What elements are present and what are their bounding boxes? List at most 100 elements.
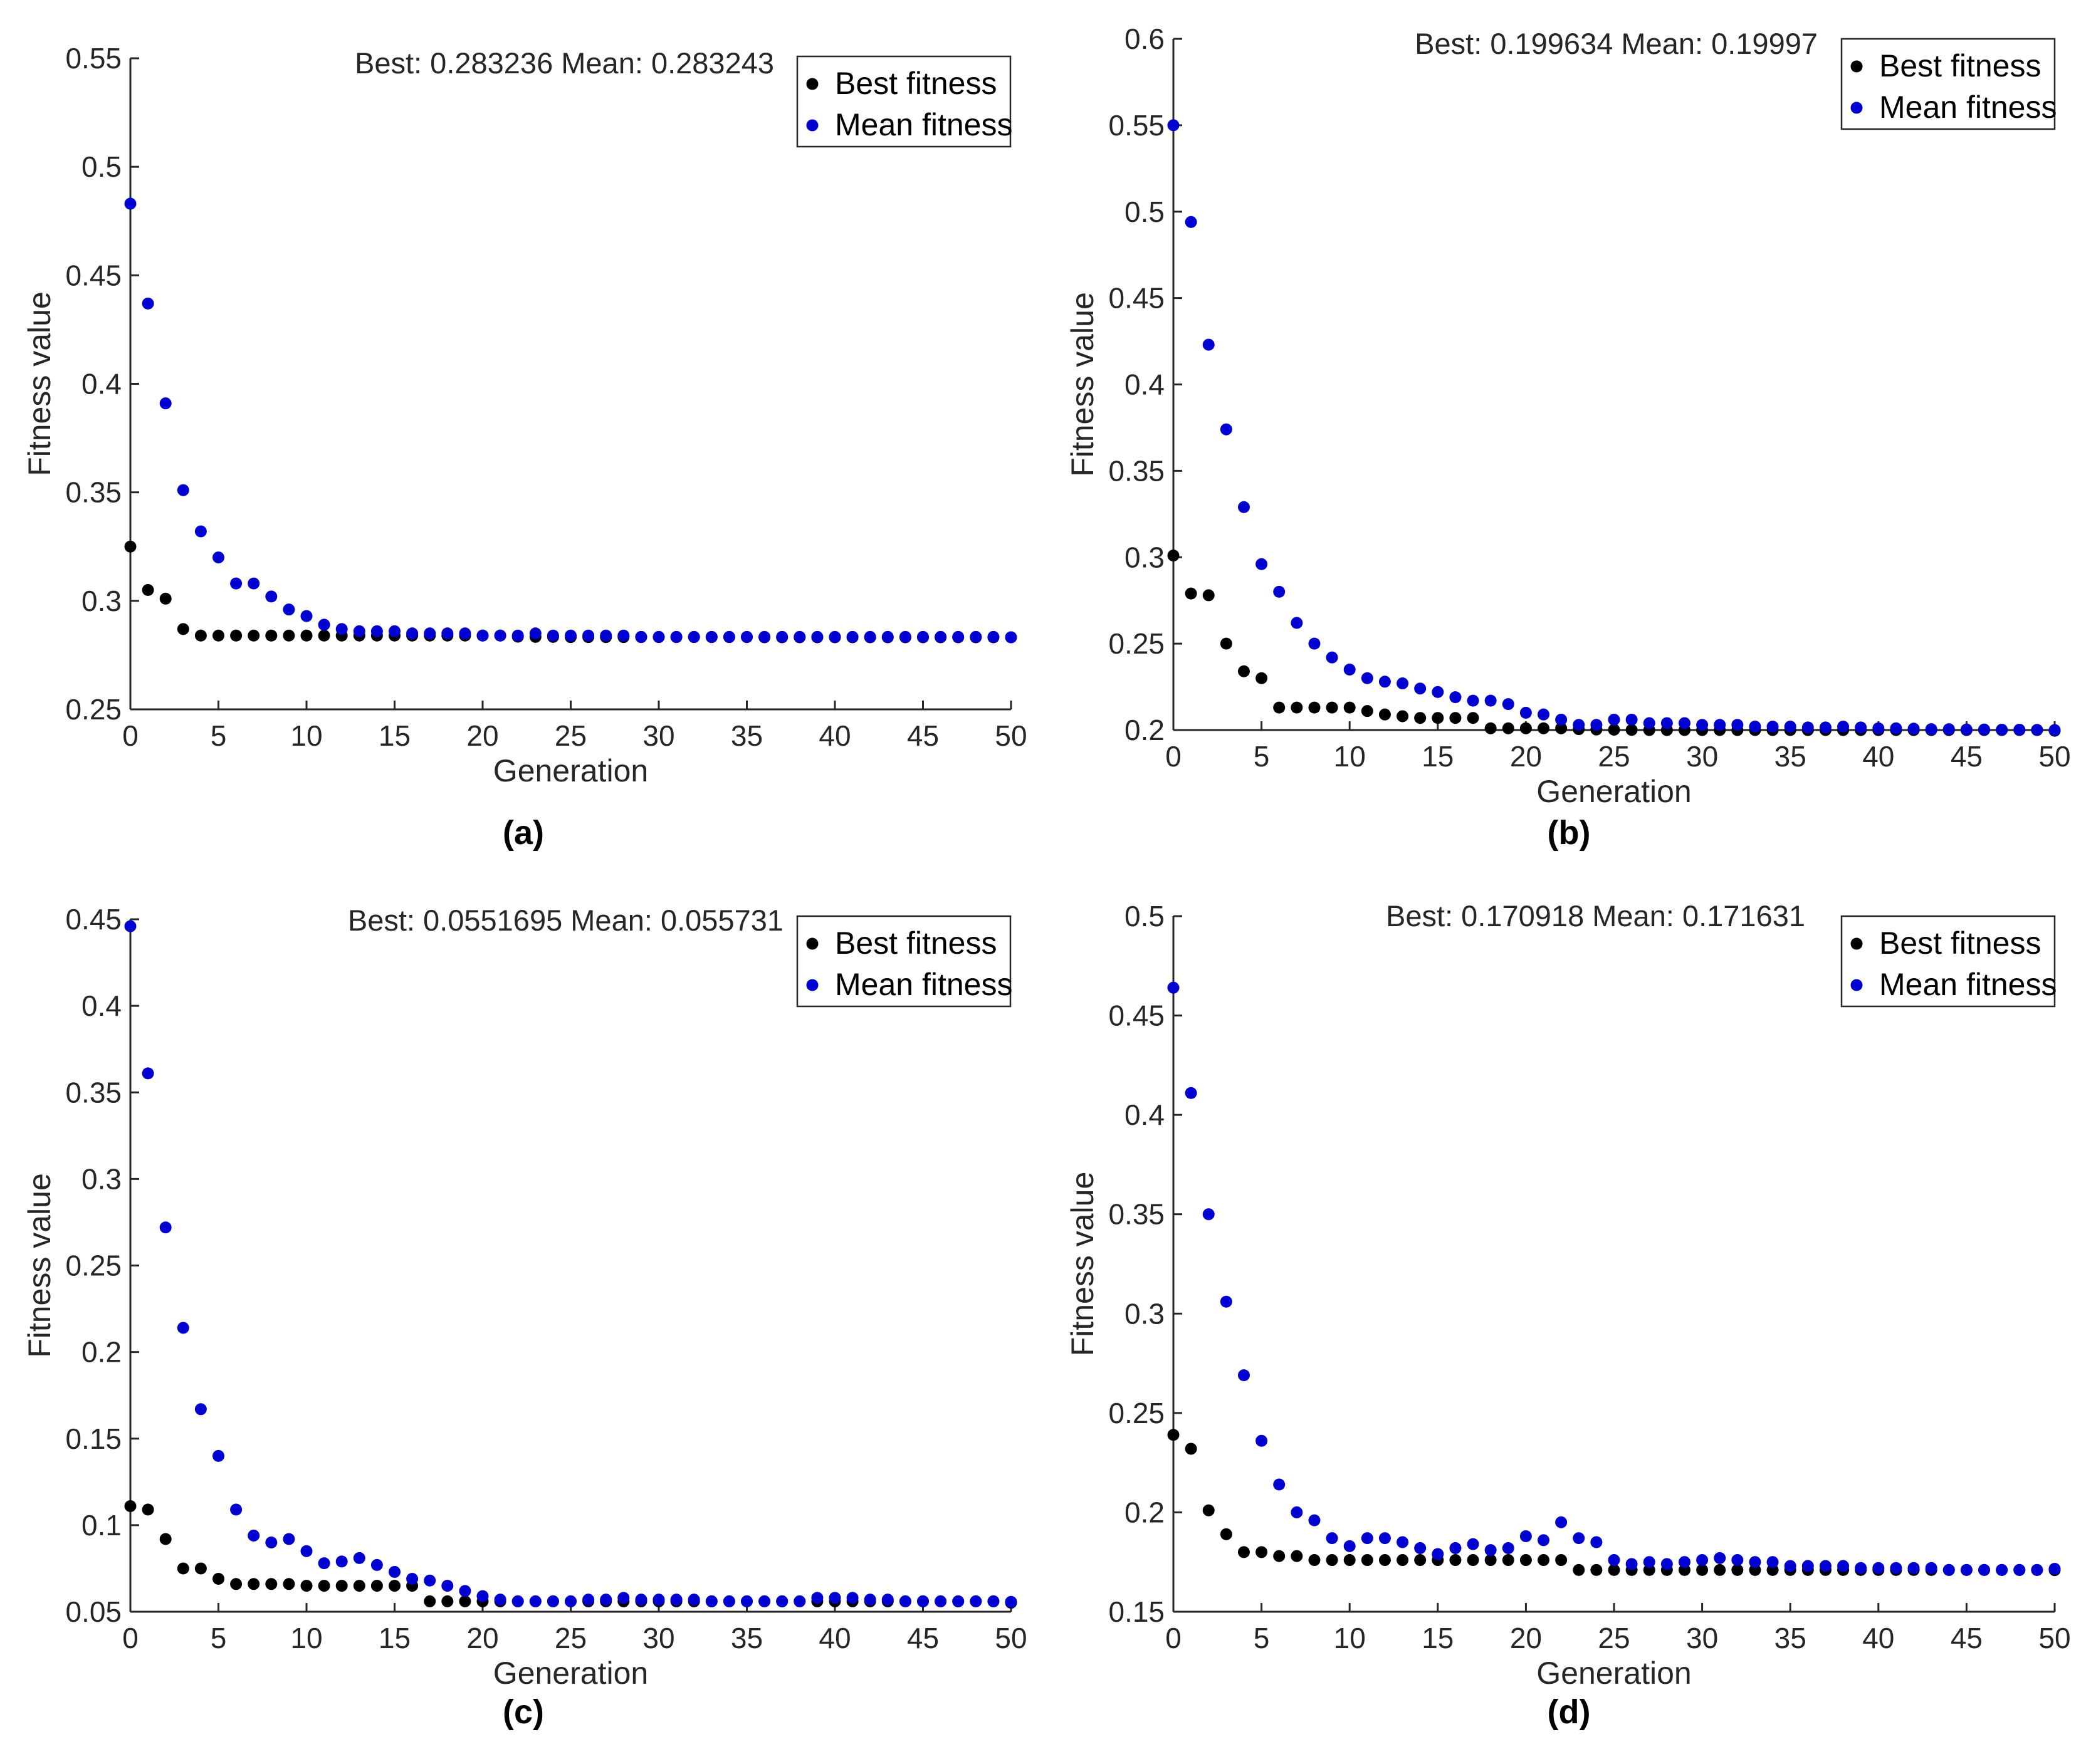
mean-fitness-point xyxy=(1202,1208,1215,1221)
mean-fitness-point xyxy=(230,1503,243,1516)
mean-fitness-point xyxy=(723,630,735,643)
mean-fitness-point xyxy=(1678,717,1690,729)
best-fitness-point xyxy=(265,629,278,642)
mean-fitness-point xyxy=(370,1558,383,1571)
stats-text: Best: 0.199634 Mean: 0.19997 xyxy=(1415,27,1818,60)
mean-fitness-point xyxy=(1890,1562,1902,1574)
mean-fitness-point xyxy=(1660,717,1673,729)
best-fitness-point xyxy=(1714,1563,1726,1576)
x-tick-label: 0 xyxy=(1165,740,1182,773)
best-fitness-point xyxy=(1326,701,1338,714)
legend-mean-marker xyxy=(1850,979,1863,991)
y-tick-label: 0.45 xyxy=(65,259,122,291)
mean-fitness-point xyxy=(1502,1542,1514,1555)
best-fitness-point xyxy=(1237,1546,1250,1558)
mean-fitness-point xyxy=(1573,719,1585,731)
mean-fitness-point xyxy=(935,630,947,643)
best-fitness-point xyxy=(124,1500,137,1512)
y-tick-label: 0.35 xyxy=(65,1076,122,1109)
x-tick-label: 15 xyxy=(1422,740,1454,773)
mean-fitness-point xyxy=(212,1449,224,1462)
best-fitness-point xyxy=(1343,701,1356,714)
x-tick-label: 20 xyxy=(1510,1622,1542,1654)
mean-fitness-point xyxy=(1255,1434,1268,1447)
best-fitness-point xyxy=(300,629,313,642)
mean-fitness-point xyxy=(565,1595,577,1607)
mean-fitness-point xyxy=(300,1545,313,1557)
best-fitness-point xyxy=(1326,1554,1338,1567)
y-tick-label: 0.3 xyxy=(81,585,122,617)
mean-fitness-point xyxy=(1608,1554,1620,1567)
best-fitness-point xyxy=(1361,705,1373,718)
panel-label: (c) xyxy=(503,1693,544,1731)
x-tick-label: 5 xyxy=(1254,740,1270,773)
mean-fitness-point xyxy=(476,1590,489,1602)
mean-fitness-point xyxy=(441,627,454,640)
mean-fitness-point xyxy=(1484,694,1497,707)
best-fitness-point xyxy=(1538,722,1550,734)
legend-best-label: Best fitness xyxy=(1879,48,2041,83)
mean-fitness-point xyxy=(864,630,876,643)
mean-fitness-point xyxy=(424,1574,436,1587)
best-fitness-point xyxy=(124,540,137,553)
mean-fitness-point xyxy=(494,1594,506,1606)
best-fitness-point xyxy=(1291,701,1303,714)
legend-mean-marker xyxy=(806,119,819,132)
best-fitness-point xyxy=(1502,722,1514,734)
mean-fitness-point xyxy=(1449,1542,1462,1555)
best-fitness-point xyxy=(1220,1528,1232,1540)
mean-fitness-point xyxy=(758,630,771,643)
mean-fitness-point xyxy=(1343,1540,1356,1552)
mean-fitness-point xyxy=(582,629,595,642)
mean-fitness-point xyxy=(459,1585,471,1597)
mean-fitness-point xyxy=(1220,423,1232,436)
mean-fitness-point xyxy=(159,1221,172,1234)
best-fitness-point xyxy=(142,584,154,597)
y-axis-label: Fitness value xyxy=(22,291,57,476)
mean-fitness-point xyxy=(511,629,524,642)
legend-mean-marker xyxy=(1850,102,1863,114)
mean-fitness-point xyxy=(1237,1369,1250,1382)
best-fitness-point xyxy=(1731,1563,1744,1576)
legend-box xyxy=(796,55,1012,148)
y-tick-label: 0.5 xyxy=(1124,900,1165,932)
mean-fitness-point xyxy=(529,627,542,640)
mean-fitness-point xyxy=(1590,719,1603,731)
x-tick-label: 25 xyxy=(1598,740,1630,773)
mean-fitness-point xyxy=(1714,1552,1726,1564)
mean-fitness-point xyxy=(846,1592,859,1604)
stats-text: Best: 0.0551695 Mean: 0.055731 xyxy=(348,904,784,937)
x-tick-label: 30 xyxy=(1686,740,1718,773)
mean-fitness-point xyxy=(1766,720,1779,733)
best-fitness-point xyxy=(1484,1554,1497,1567)
mean-fitness-point xyxy=(177,1322,189,1334)
legend-mean-label: Mean fitness xyxy=(835,107,1012,142)
best-fitness-point xyxy=(1608,1563,1620,1576)
best-fitness-point xyxy=(335,1580,348,1592)
best-fitness-point xyxy=(1625,724,1638,736)
mean-fitness-point xyxy=(283,1533,295,1545)
mean-fitness-point xyxy=(1326,1532,1338,1545)
mean-fitness-point xyxy=(1273,1478,1286,1491)
best-fitness-point xyxy=(370,1580,383,1592)
series-best xyxy=(124,1500,1017,1609)
mean-fitness-point xyxy=(1308,1514,1321,1527)
mean-fitness-point xyxy=(1801,721,1814,734)
best-fitness-point xyxy=(230,1578,243,1590)
mean-fitness-point xyxy=(741,1595,753,1607)
best-fitness-point xyxy=(1378,708,1391,721)
mean-fitness-point xyxy=(705,1595,718,1607)
y-tick-label: 0.05 xyxy=(65,1595,122,1628)
best-fitness-point xyxy=(265,1578,278,1590)
best-fitness-point xyxy=(1273,701,1286,714)
mean-fitness-point xyxy=(1837,720,1850,733)
mean-fitness-point xyxy=(600,629,612,642)
mean-fitness-point xyxy=(723,1595,735,1607)
mean-fitness-point xyxy=(1731,1554,1744,1567)
mean-fitness-point xyxy=(811,1592,824,1604)
mean-fitness-point xyxy=(265,1537,278,1548)
x-axis-label: Generation xyxy=(493,753,648,788)
x-tick-label: 5 xyxy=(211,719,227,752)
best-fitness-point xyxy=(194,1562,207,1575)
mean-fitness-point xyxy=(2013,723,2026,736)
